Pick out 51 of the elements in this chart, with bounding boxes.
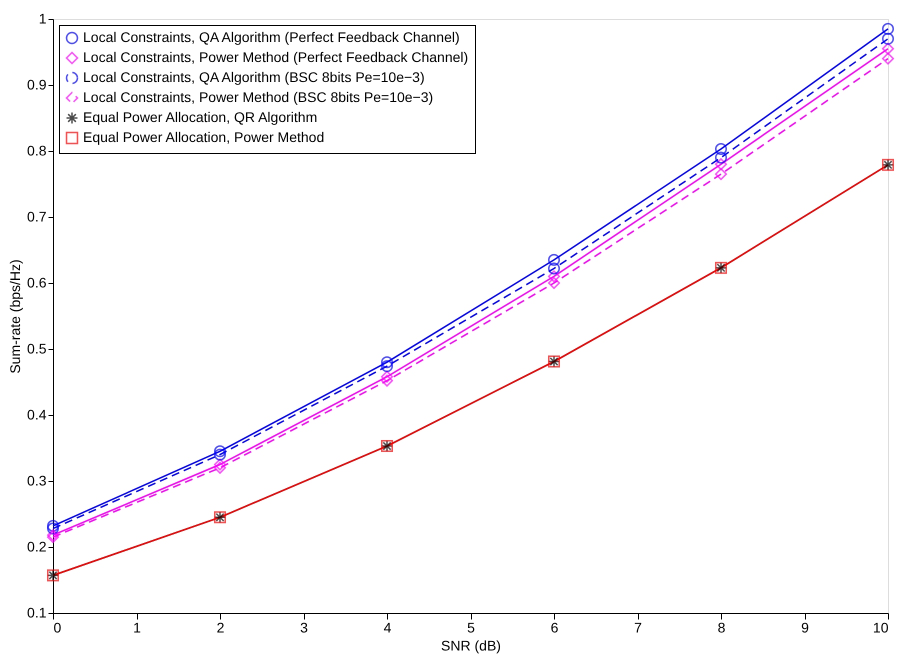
point — [882, 42, 894, 55]
legend-label: Local Constraints, QA Algorithm (Perfect Feedback Channel) — [83, 29, 460, 45]
point — [548, 277, 560, 289]
y-tick-label: 1 — [38, 10, 47, 26]
point — [47, 522, 59, 535]
point — [381, 360, 393, 372]
point — [381, 356, 393, 368]
y-tick-label: 0.8 — [27, 142, 47, 158]
x-tick-label: 8 — [718, 620, 726, 636]
x-tick-label: 10 — [872, 620, 889, 636]
point — [882, 52, 894, 65]
point — [715, 143, 727, 156]
y-tick-label: 0.2 — [27, 538, 47, 554]
point — [548, 262, 560, 274]
point — [214, 458, 226, 470]
point — [214, 448, 226, 461]
x-axis-title: SNR (dB) — [441, 638, 501, 654]
point — [548, 270, 560, 282]
point — [214, 462, 226, 474]
point — [381, 370, 393, 383]
point — [882, 22, 894, 35]
point — [47, 520, 59, 532]
point — [715, 168, 727, 180]
x-tick-label: 0 — [54, 620, 62, 636]
point — [381, 374, 393, 387]
y-tick-label: 0.4 — [27, 406, 47, 422]
x-tick-label: 9 — [801, 620, 810, 636]
x-tick-label: 6 — [550, 620, 559, 636]
legend-label: Local Constraints, Power Method (BSC 8bits Pe=10e−3) — [83, 89, 434, 105]
legend-label: Equal Power Allocation, Power Method — [83, 129, 324, 145]
y-tick-label: 0.3 — [27, 472, 47, 488]
y-tick-label: 0.9 — [27, 76, 47, 92]
x-tick-label: 2 — [216, 620, 225, 636]
y-tick-label: 0.7 — [27, 208, 47, 224]
legend-label: Local Constraints, QA Algorithm (BSC 8bits Pe=10e−3) — [83, 69, 425, 85]
x-tick-label: 3 — [300, 620, 308, 636]
point — [715, 152, 727, 164]
y-tick-label: 0.1 — [27, 604, 47, 620]
x-tick-label: 5 — [467, 620, 476, 636]
legend-label: Equal Power Allocation, QR Algorithm — [83, 109, 318, 125]
x-tick-label: 4 — [384, 620, 392, 636]
point — [715, 158, 727, 170]
x-tick-label: 7 — [634, 620, 642, 636]
x-tick-label: 1 — [133, 620, 142, 636]
legend-label: Local Constraints, Power Method (Perfect Feedback Channel) — [83, 49, 468, 65]
point — [548, 254, 560, 266]
y-tick-label: 0.5 — [27, 340, 47, 356]
point — [882, 32, 894, 45]
point — [214, 445, 226, 458]
y-axis-title: Sum-rate (bps/Hz) — [7, 259, 24, 374]
y-tick-label: 0.6 — [27, 274, 47, 290]
